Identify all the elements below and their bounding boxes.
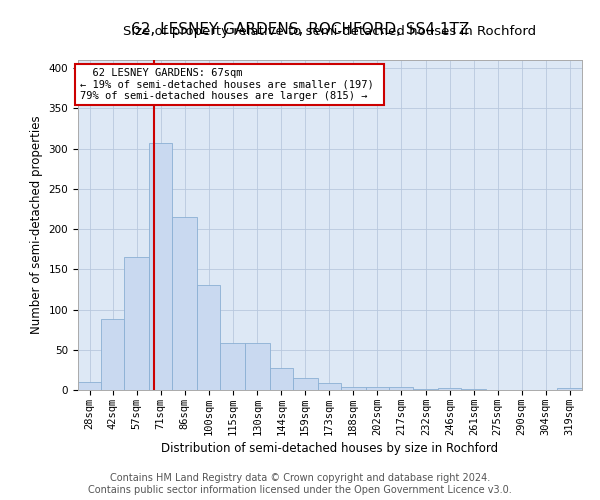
Bar	[341, 387, 365, 390]
Bar	[293, 378, 317, 390]
Text: 62 LESNEY GARDENS: 67sqm  
← 19% of semi-detached houses are smaller (197)
79% o: 62 LESNEY GARDENS: 67sqm ← 19% of semi-d…	[80, 68, 380, 101]
Bar	[78, 382, 101, 390]
Bar	[124, 257, 149, 390]
Bar	[269, 368, 293, 390]
Text: 62, LESNEY GARDENS, ROCHFORD, SS4 1TZ: 62, LESNEY GARDENS, ROCHFORD, SS4 1TZ	[131, 22, 469, 38]
Bar	[172, 217, 197, 390]
Text: Contains HM Land Registry data © Crown copyright and database right 2024.
Contai: Contains HM Land Registry data © Crown c…	[88, 474, 512, 495]
Bar	[101, 319, 124, 390]
X-axis label: Distribution of semi-detached houses by size in Rochford: Distribution of semi-detached houses by …	[161, 442, 499, 455]
Bar	[557, 388, 582, 390]
Bar	[197, 286, 220, 390]
Y-axis label: Number of semi-detached properties: Number of semi-detached properties	[30, 116, 43, 334]
Bar	[461, 389, 486, 390]
Bar	[149, 143, 172, 390]
Title: Size of property relative to semi-detached houses in Rochford: Size of property relative to semi-detach…	[124, 25, 536, 38]
Bar	[389, 387, 413, 390]
Bar	[317, 383, 341, 390]
Bar	[365, 387, 389, 390]
Bar	[438, 388, 461, 390]
Bar	[413, 389, 438, 390]
Bar	[245, 342, 269, 390]
Bar	[220, 342, 245, 390]
